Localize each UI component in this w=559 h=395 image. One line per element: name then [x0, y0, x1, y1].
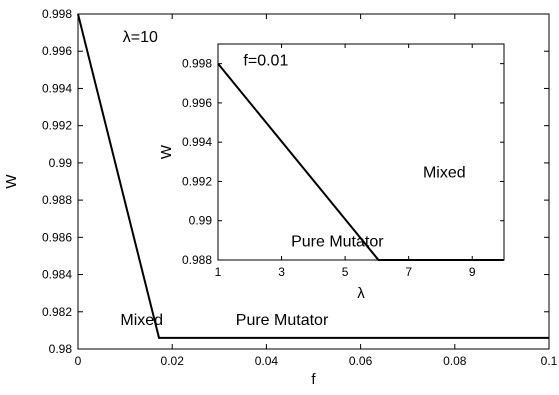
main-x-tick-label: 0.02: [161, 354, 185, 368]
inset-y-tick-label: 0.996: [182, 96, 212, 110]
main-annotation: λ=10: [123, 29, 158, 46]
main-x-tick-label: 0.04: [255, 354, 279, 368]
inset-boundary-line: [217, 63, 504, 261]
main-y-tick-label: 0.984: [42, 268, 72, 282]
inset-chart: 1 3 5 7 9 0.988 0.99 0.992 0.994 0.996 0.998 f=0.01…: [158, 43, 505, 302]
main-y-tick-label: 0.982: [42, 305, 72, 319]
inset-x-tick-label: 9: [469, 265, 476, 279]
inset-x-tick-label: 5: [342, 265, 349, 279]
inset-y-tick-label: 0.988: [182, 253, 212, 267]
inset-x-axis-title: λ: [357, 285, 365, 302]
inset-annotation: Mixed: [423, 165, 466, 182]
main-annotation: Pure Mutator: [236, 312, 329, 329]
main-y-axis-title: W: [3, 174, 20, 189]
main-x-tick-label: 0.06: [349, 354, 373, 368]
inset-y-tick-label: 0.99: [189, 214, 213, 228]
inset-annotation: Pure Mutator: [291, 233, 384, 250]
main-y-tick-label: 0.998: [42, 7, 72, 21]
inset-y-axis-title: W: [158, 144, 175, 159]
inset-y-tick-label: 0.998: [182, 57, 212, 71]
main-y-tick-label: 0.98: [49, 342, 73, 356]
inset-annotation: f=0.01: [243, 53, 288, 70]
main-x-tick-label: 0.1: [541, 354, 558, 368]
inset-x-tick-label: 1: [215, 265, 222, 279]
main-y-tick-label: 0.994: [42, 81, 72, 95]
main-y-tick-label: 0.996: [42, 44, 72, 58]
main-x-tick-label: 0.08: [443, 354, 467, 368]
main-y-tick-label: 0.988: [42, 193, 72, 207]
inset-x-tick-label: 3: [278, 265, 285, 279]
inset-x-tick-label: 7: [405, 265, 412, 279]
inset-y-tick-label: 0.994: [182, 135, 212, 149]
main-y-tick-label: 0.99: [49, 156, 73, 170]
main-x-tick-label: 0: [75, 354, 82, 368]
main-x-axis-title: f: [311, 371, 316, 388]
main-annotation: Mixed: [120, 312, 163, 329]
main-boundary-line: [77, 13, 549, 339]
main-y-tick-label: 0.992: [42, 119, 72, 133]
main-y-tick-label: 0.986: [42, 230, 72, 244]
inset-y-tick-label: 0.992: [182, 174, 212, 188]
inset-plot-frame: [217, 43, 505, 261]
